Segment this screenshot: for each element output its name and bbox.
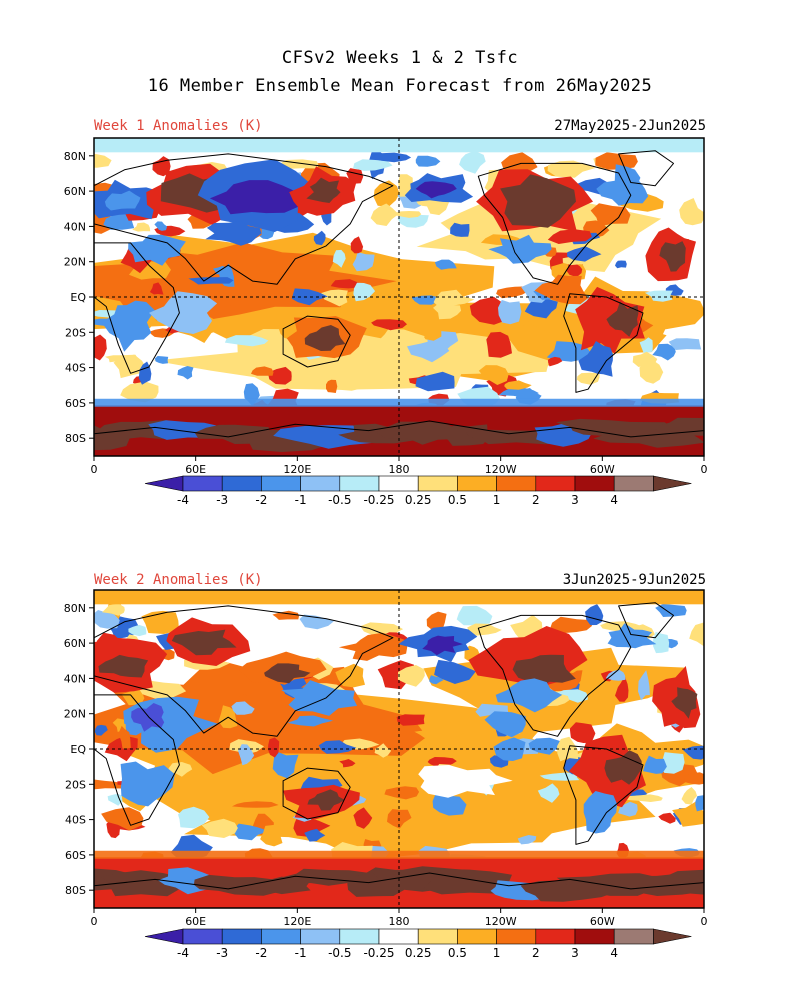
- colorbar-swatch: [221, 928, 262, 945]
- colorbar-swatch: [261, 475, 301, 492]
- colorbar-high-arrow: [653, 928, 692, 945]
- colorbar-swatch: [378, 475, 419, 492]
- colorbar-1: -4 -3 -2 -1 -0.5 -0.25 0.25 0.5 1 2 3 4: [144, 475, 692, 507]
- lon-tick-label: 180: [389, 463, 410, 476]
- lat-tick-label: 60S: [65, 397, 86, 410]
- lat-tick-label: 20S: [65, 326, 86, 339]
- colorbar-label: -1: [295, 493, 307, 507]
- colorbar-label: -4: [177, 493, 189, 507]
- colorbar-label: -3: [216, 946, 228, 960]
- colorbar-swatch: [457, 928, 497, 945]
- lat-tick-label: 60N: [64, 637, 86, 650]
- colorbar-label: 1: [493, 946, 501, 960]
- colorbar-swatch: [300, 475, 341, 492]
- lon-tick-label: 120E: [283, 915, 311, 928]
- lon-tick-label: 120E: [283, 463, 311, 476]
- colorbar-swatch: [182, 928, 223, 945]
- colorbar-swatch: [417, 475, 458, 492]
- lon-tick-label: 0: [701, 463, 708, 476]
- colorbar-label: -0.25: [363, 493, 394, 507]
- lat-tick-label: 60S: [65, 849, 86, 862]
- colorbar-label: -0.5: [328, 493, 351, 507]
- lat-tick-label: 60N: [64, 185, 86, 198]
- colorbar-swatch: [417, 928, 458, 945]
- lon-tick-label: 180: [389, 915, 410, 928]
- colorbar-label: -2: [255, 946, 267, 960]
- map-panel-2: 80N 60N 40N 20N EQ 20S 40S 60S 80S 0 60E 120E 180 120…: [64, 589, 708, 928]
- lon-tick-label: 60E: [185, 463, 206, 476]
- colorbar-swatch: [221, 475, 262, 492]
- colorbar-swatch: [339, 928, 380, 945]
- colorbar-label: -0.5: [328, 946, 351, 960]
- lon-tick-label: 120W: [485, 915, 517, 928]
- lat-tick-label: 20N: [64, 708, 86, 721]
- colorbar-low-arrow: [144, 475, 184, 492]
- colorbar-2: -4 -3 -2 -1 -0.5 -0.25 0.25 0.5 1 2 3 4: [144, 928, 692, 960]
- lat-tick-label: EQ: [70, 291, 86, 304]
- lat-tick-label: 80S: [65, 432, 86, 445]
- colorbar-label: -3: [216, 493, 228, 507]
- colorbar-swatch: [496, 475, 537, 492]
- lat-tick-label: 20S: [65, 778, 86, 791]
- lon-tick-label: 120W: [485, 463, 517, 476]
- colorbar-swatch: [300, 928, 341, 945]
- colorbar-label: -2: [255, 493, 267, 507]
- colorbar-swatch: [613, 475, 654, 492]
- colorbar-label: 4: [610, 493, 618, 507]
- colorbar-swatch: [496, 928, 537, 945]
- panel-1-date-range: 27May2025-2Jun2025: [554, 118, 706, 134]
- lat-tick-label: 40N: [64, 220, 86, 233]
- panel-2-label: Week 2 Anomalies (K): [94, 572, 263, 588]
- lon-tick-label: 60W: [590, 915, 615, 928]
- colorbar-low-arrow: [144, 928, 184, 945]
- colorbar-swatch: [339, 475, 380, 492]
- lat-tick-label: 80N: [64, 150, 86, 163]
- lat-tick-label: 80N: [64, 602, 86, 615]
- colorbar-swatch: [535, 475, 576, 492]
- map-panel-1: 80N 60N 40N 20N EQ 20S 40S 60S 80S 0 60E 120E 180 120…: [64, 137, 708, 476]
- colorbar-swatch: [535, 928, 576, 945]
- panel-1-label: Week 1 Anomalies (K): [94, 118, 263, 134]
- colorbar-label: -4: [177, 946, 189, 960]
- colorbar-swatch: [574, 475, 615, 492]
- lon-tick-label: 60E: [185, 915, 206, 928]
- colorbar-label: -1: [295, 946, 307, 960]
- panel-2-date-range: 3Jun2025-9Jun2025: [562, 572, 706, 588]
- colorbar-swatch: [182, 475, 223, 492]
- colorbar-swatch: [574, 928, 615, 945]
- colorbar-swatch: [378, 928, 419, 945]
- lat-tick-label: 80S: [65, 884, 86, 897]
- colorbar-swatch: [613, 928, 654, 945]
- colorbar-label: 3: [571, 493, 579, 507]
- colorbar-label: 4: [610, 946, 618, 960]
- lon-tick-label: 0: [91, 463, 98, 476]
- colorbar-label: 0.5: [448, 946, 467, 960]
- lon-tick-label: 0: [701, 915, 708, 928]
- lon-tick-label: 60W: [590, 463, 615, 476]
- colorbar-label: -0.25: [363, 946, 394, 960]
- colorbar-label: 1: [493, 493, 501, 507]
- figure-title-line-1: CFSv2 Weeks 1 & 2 Tsfc: [281, 48, 519, 68]
- colorbar-label: 0.25: [405, 493, 432, 507]
- colorbar-label: 0.5: [448, 493, 467, 507]
- colorbar-swatch: [457, 475, 497, 492]
- lat-tick-label: 40S: [65, 814, 86, 827]
- colorbar-label: 2: [532, 946, 540, 960]
- colorbar-high-arrow: [653, 475, 692, 492]
- lat-tick-label: 40N: [64, 672, 86, 685]
- colorbar-swatch: [261, 928, 301, 945]
- lat-tick-label: EQ: [70, 743, 86, 756]
- colorbar-label: 2: [532, 493, 540, 507]
- lon-tick-label: 0: [91, 915, 98, 928]
- colorbar-label: 3: [571, 946, 579, 960]
- lat-tick-label: 40S: [65, 362, 86, 375]
- lat-tick-label: 20N: [64, 256, 86, 269]
- figure-title-line-2: 16 Member Ensemble Mean Forecast from 26…: [147, 76, 653, 96]
- colorbar-label: 0.25: [405, 946, 432, 960]
